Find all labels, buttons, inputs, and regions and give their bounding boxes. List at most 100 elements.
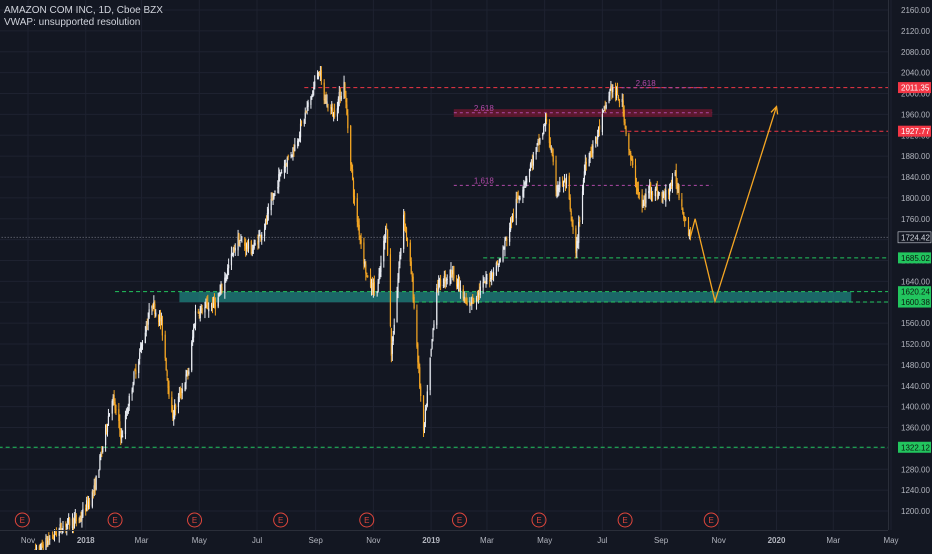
candle-body xyxy=(645,194,647,204)
candle-body xyxy=(404,226,407,228)
y-tick-label: 1760.00 xyxy=(901,215,930,224)
x-tick-label: 2019 xyxy=(422,536,440,545)
candle-body xyxy=(562,181,565,188)
candle-body xyxy=(333,112,335,118)
earnings-marker xyxy=(703,512,719,528)
earnings-marker-label: E xyxy=(112,516,117,525)
candle-body xyxy=(604,105,606,107)
candle-body xyxy=(365,264,367,274)
candle-body xyxy=(82,508,84,517)
candle-body xyxy=(68,517,70,520)
candle-body xyxy=(52,536,54,538)
candle-body xyxy=(536,144,538,146)
candle-body xyxy=(40,543,42,550)
candle-body xyxy=(271,198,273,200)
candle-body xyxy=(252,248,254,254)
candle-body xyxy=(376,291,378,294)
candle-body xyxy=(263,228,266,236)
candle-body xyxy=(217,297,219,307)
candle-body xyxy=(187,371,189,375)
candle-body xyxy=(373,282,375,291)
candle-body xyxy=(424,409,427,423)
candle-body xyxy=(199,308,201,319)
x-tick-label: May xyxy=(192,536,207,545)
candle-body xyxy=(114,401,116,410)
y-tick-label: 1960.00 xyxy=(901,110,930,119)
candle-body xyxy=(470,302,472,305)
candle-body xyxy=(122,436,124,438)
candle-body xyxy=(549,141,551,149)
candle-body xyxy=(345,95,347,103)
candle-body xyxy=(422,395,425,431)
candle-body xyxy=(113,394,115,402)
candle-body xyxy=(312,90,314,97)
candle-body xyxy=(516,196,518,199)
candle-body xyxy=(166,370,168,377)
y-tick-label: 2120.00 xyxy=(901,27,930,36)
candle-body xyxy=(622,100,624,110)
price-label: 2011.35 xyxy=(901,84,930,93)
candle-body xyxy=(615,85,617,96)
candle-body xyxy=(274,190,276,192)
candle-body xyxy=(197,311,199,314)
candle-body xyxy=(405,227,408,239)
candle-body xyxy=(456,277,458,287)
candle-body xyxy=(634,165,637,184)
candle-body xyxy=(108,413,110,417)
earnings-marker-label: E xyxy=(709,516,714,525)
candle-body xyxy=(671,176,674,186)
candle-body xyxy=(85,508,87,512)
candle-body xyxy=(234,247,236,251)
candle-body xyxy=(478,289,480,294)
earnings-marker xyxy=(617,512,633,528)
candle-body xyxy=(42,544,44,551)
candle-body xyxy=(511,213,514,222)
candle-body xyxy=(625,126,627,134)
candle-body xyxy=(670,186,673,188)
candle-body xyxy=(300,121,303,124)
candle-body xyxy=(220,285,222,291)
candle-body xyxy=(484,281,486,284)
candle-body xyxy=(583,171,586,180)
earnings-marker-label: E xyxy=(536,516,541,525)
candle-body xyxy=(305,110,307,112)
candle-body xyxy=(260,235,262,239)
candle-body xyxy=(317,72,320,76)
candle-body xyxy=(531,161,533,165)
candle-body xyxy=(466,302,468,306)
candle-body xyxy=(363,242,365,264)
candle-body xyxy=(86,500,88,511)
candle-body xyxy=(91,491,93,507)
candle-body xyxy=(314,81,316,87)
candle-body xyxy=(219,291,221,294)
candle-body xyxy=(35,547,38,549)
candle-body xyxy=(178,392,181,396)
candle-body xyxy=(437,286,439,290)
y-tick-label: 2040.00 xyxy=(901,69,930,78)
candle-body xyxy=(557,187,559,192)
candle-body xyxy=(332,108,334,117)
candle-body xyxy=(210,304,213,308)
candle-body xyxy=(393,324,395,334)
candle-body xyxy=(164,334,166,359)
candle-body xyxy=(325,98,327,104)
candle-body xyxy=(337,98,339,110)
candle-body xyxy=(253,242,255,249)
candle-body xyxy=(464,299,466,302)
candle-body xyxy=(663,193,665,196)
candle-body xyxy=(621,98,623,103)
candle-body xyxy=(55,531,57,536)
price-label: 1600.38 xyxy=(901,298,930,307)
candle-body xyxy=(545,119,548,122)
candle-body xyxy=(311,95,313,97)
candle-body xyxy=(661,192,663,197)
zone-rect xyxy=(179,291,852,303)
candle-body xyxy=(351,162,353,169)
candle-body xyxy=(575,228,577,254)
candle-body xyxy=(352,180,355,197)
earnings-marker-label: E xyxy=(192,516,197,525)
y-tick-label: 1520.00 xyxy=(901,340,930,349)
candle-body xyxy=(240,239,242,241)
